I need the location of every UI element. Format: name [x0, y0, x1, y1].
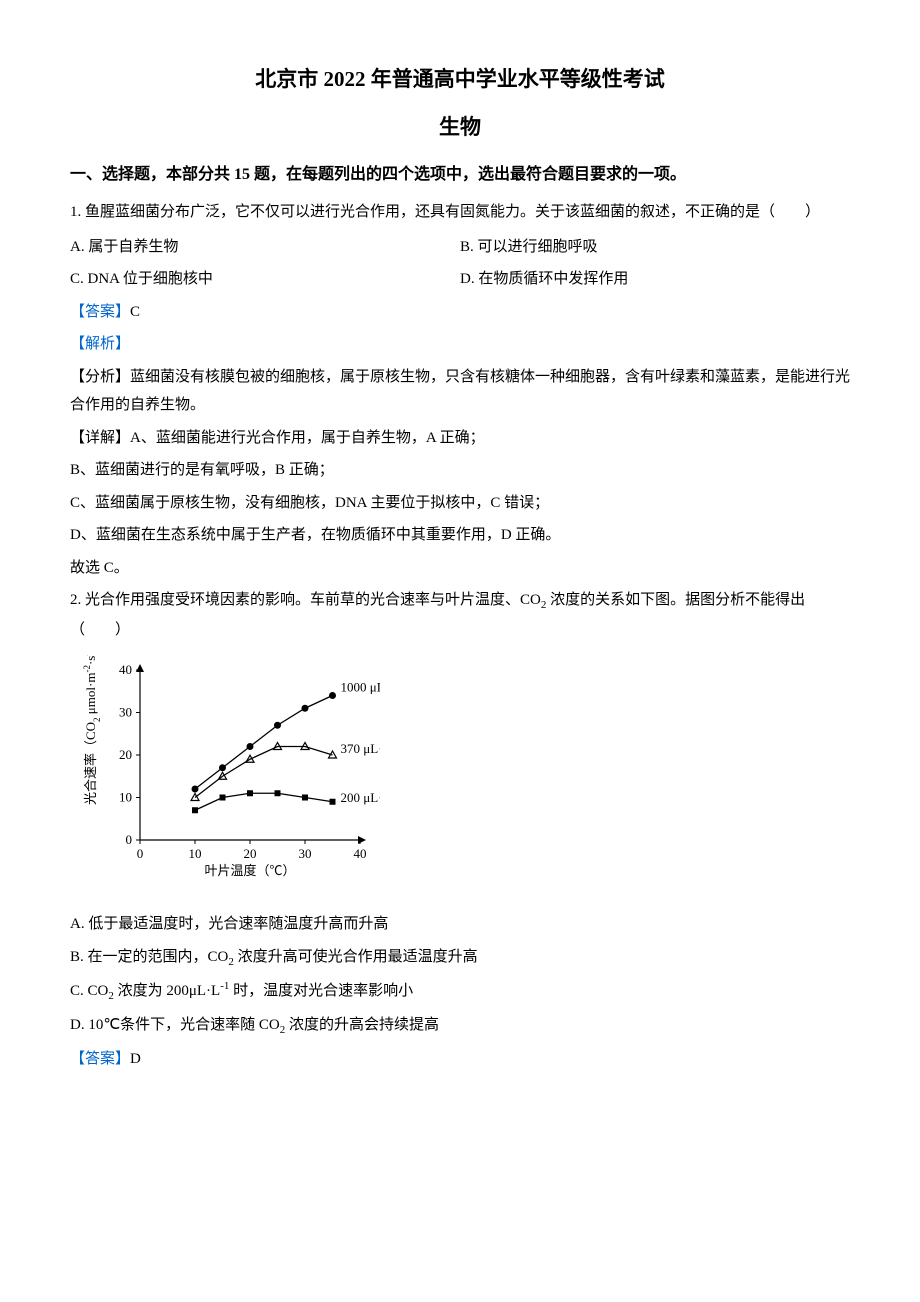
svg-text:0: 0 — [126, 832, 133, 847]
q1-option-c: C. DNA 位于细胞核中 — [70, 265, 460, 294]
q1-stem: 1. 鱼腥蓝细菌分布广泛，它不仅可以进行光合作用，还具有固氮能力。关于该蓝细菌的… — [70, 198, 850, 227]
q2-answer: D — [130, 1051, 141, 1067]
svg-text:10: 10 — [189, 846, 202, 861]
q1-detail-a: 【详解】A、蓝细菌能进行光合作用，属于自养生物，A 正确； — [70, 424, 850, 453]
q1-options-row1: A. 属于自养生物 B. 可以进行细胞呼吸 — [70, 233, 850, 262]
q1-option-d: D. 在物质循环中发挥作用 — [460, 265, 850, 294]
q1-detail-d: D、蓝细菌在生态系统中属于生产者，在物质循环中其重要作用，D 正确。 — [70, 521, 850, 550]
exam-title: 北京市 2022 年普通高中学业水平等级性考试 — [70, 60, 850, 100]
svg-text:30: 30 — [119, 704, 132, 719]
q2-c-pre: C. CO — [70, 983, 108, 999]
svg-text:40: 40 — [354, 846, 367, 861]
q2-d-post: 浓度的升高会持续提高 — [285, 1017, 439, 1033]
answer-label: 【答案】 — [70, 304, 130, 320]
answer-label: 【答案】 — [70, 1051, 130, 1067]
q2-c-mid: 浓度为 200μL·L — [114, 983, 220, 999]
q1-answer: C — [130, 304, 140, 320]
svg-text:20: 20 — [244, 846, 257, 861]
q1-option-b: B. 可以进行细胞呼吸 — [460, 233, 850, 262]
q2-b-pre: B. 在一定的范围内，CO — [70, 949, 228, 965]
q2-option-b: B. 在一定的范围内，CO2 浓度升高可使光合作用最适温度升高 — [70, 943, 850, 973]
q2-d-pre: D. 10℃条件下，光合速率随 CO — [70, 1017, 280, 1033]
q2-c-post: 时，温度对光合速率影响小 — [229, 983, 413, 999]
q1-analysis-intro: 【分析】蓝细菌没有核膜包被的细胞核，属于原核生物，只含有核糖体一种细胞器，含有叶… — [70, 363, 850, 420]
q2-option-a: A. 低于最适温度时，光合速率随温度升高而升高 — [70, 910, 850, 939]
svg-text:光合速率（CO2 μmol·m-2·s-1）: 光合速率（CO2 μmol·m-2·s-1） — [82, 655, 102, 805]
svg-text:40: 40 — [119, 662, 132, 677]
q1-detail-c: C、蓝细菌属于原核生物，没有细胞核，DNA 主要位于拟核中，C 错误； — [70, 489, 850, 518]
q1-analysis-label: 【解析】 — [70, 330, 850, 359]
q2-b-post: 浓度升高可使光合作用最适温度升高 — [234, 949, 478, 965]
q1-conclusion: 故选 C。 — [70, 554, 850, 583]
svg-text:20: 20 — [119, 747, 132, 762]
q2-option-c: C. CO2 浓度为 200μL·L-1 时，温度对光合速率影响小 — [70, 976, 850, 1007]
q2-option-d: D. 10℃条件下，光合速率随 CO2 浓度的升高会持续提高 — [70, 1011, 850, 1041]
q1-detail-b: B、蓝细菌进行的是有氧呼吸，B 正确； — [70, 456, 850, 485]
superscript-neg1: -1 — [220, 980, 229, 992]
q1-options-row2: C. DNA 位于细胞核中 D. 在物质循环中发挥作用 — [70, 265, 850, 294]
q1-option-a: A. 属于自养生物 — [70, 233, 460, 262]
svg-text:370 μL·L-1 CO2: 370 μL·L-1 CO2 — [341, 740, 381, 760]
exam-subject: 生物 — [70, 108, 850, 148]
chart-container: 0 10 20 30 40 0 10 20 30 40 叶片温度（℃） 光合速率（CO2 μmol·m… — [70, 655, 850, 901]
svg-text:1000 μL·L-1 CO2: 1000 μL·L-1 CO2 — [341, 678, 381, 698]
q1-answer-line: 【答案】C — [70, 298, 850, 327]
q2-stem-part1: 2. 光合作用强度受环境因素的影响。车前草的光合速率与叶片温度、CO — [70, 592, 541, 608]
q2-answer-line: 【答案】D — [70, 1045, 850, 1074]
svg-text:10: 10 — [119, 789, 132, 804]
svg-text:0: 0 — [137, 846, 144, 861]
photosynthesis-chart: 0 10 20 30 40 0 10 20 30 40 叶片温度（℃） 光合速率（CO2 μmol·m… — [70, 655, 380, 890]
svg-text:30: 30 — [299, 846, 312, 861]
svg-text:200 μL·L-1 CO2: 200 μL·L-1 CO2 — [341, 788, 381, 808]
section-header: 一、选择题，本部分共 15 题，在每题列出的四个选项中，选出最符合题目要求的一项… — [70, 160, 850, 190]
svg-text:叶片温度（℃）: 叶片温度（℃） — [204, 863, 295, 878]
q2-stem: 2. 光合作用强度受环境因素的影响。车前草的光合速率与叶片温度、CO2 浓度的关… — [70, 586, 850, 644]
